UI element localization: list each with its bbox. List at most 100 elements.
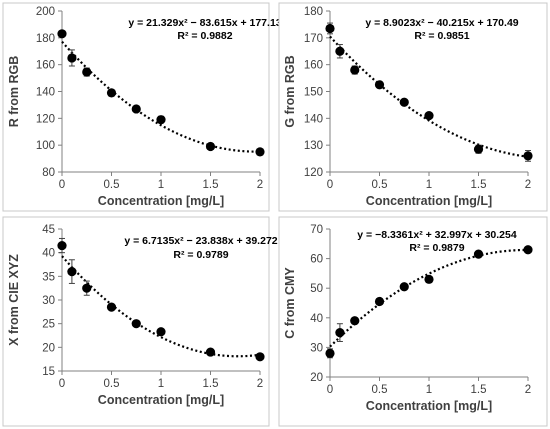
- y-tick-label: 160: [304, 60, 323, 72]
- y-tick-label: 45: [42, 224, 55, 236]
- data-point: [131, 319, 141, 329]
- data-point: [374, 296, 385, 307]
- x-tick-label: 1.5: [203, 378, 219, 390]
- chart-panel-1: 80 100 120 140 160 180 200 0 0.5 1 1.5 2 Concentrati…: [2, 2, 282, 212]
- data-point: [156, 115, 166, 125]
- y-tick-label: 20: [310, 372, 323, 384]
- y-tick-label: 120: [36, 113, 55, 125]
- x-axis-title: Concentration [mg/L]: [366, 399, 492, 413]
- x-axis-title: Concentration [mg/L]: [98, 194, 224, 208]
- data-point: [399, 97, 409, 107]
- data-point: [131, 104, 141, 114]
- data-point: [67, 53, 77, 63]
- data-point: [335, 46, 345, 56]
- data-point: [473, 249, 484, 259]
- data-point: [424, 111, 434, 121]
- y-tick-label: 170: [304, 33, 323, 45]
- y-axis-title: C from CMY: [283, 267, 297, 339]
- y-axis-title: R from RGB: [7, 56, 21, 128]
- data-point: [523, 151, 533, 161]
- chart-panel-4: 20 30 40 50 60 70 0 0.5 1 1.5 2 Concentration [mg/L…: [278, 216, 548, 427]
- fit-curve: [61, 40, 261, 153]
- y-tick-label: 200: [36, 6, 55, 18]
- x-tick-label: 0.5: [104, 378, 120, 390]
- data-point: [106, 302, 117, 312]
- r-squared-label: R² = 0.9879: [409, 242, 464, 254]
- data-point: [106, 88, 117, 98]
- x-axis-title: Concentration [mg/L]: [98, 393, 224, 407]
- data-point: [205, 141, 216, 152]
- r-squared-label: R² = 0.9851: [414, 30, 469, 42]
- data-point: [57, 240, 67, 251]
- x-tick-label: 2: [525, 179, 531, 191]
- y-tick-label: 20: [42, 342, 55, 354]
- y-tick-label: 150: [304, 87, 323, 99]
- data-point: [325, 348, 335, 358]
- data-point: [399, 282, 409, 292]
- x-tick-label: 1.5: [471, 384, 487, 396]
- y-tick-label: 60: [310, 254, 323, 266]
- y-tick-label: 40: [310, 313, 323, 325]
- x-tick-label: 1.5: [203, 179, 219, 191]
- fit-curve: [329, 35, 529, 158]
- data-point: [350, 65, 360, 75]
- data-point: [205, 347, 216, 357]
- x-tick-label: 1: [158, 179, 164, 191]
- chart-panel-3: 15 20 25 30 35 40 45 0 0.5 1 1.5 2 Concentration [mg…: [2, 216, 278, 427]
- y-tick-label: 120: [304, 167, 323, 179]
- y-tick-label: 40: [42, 248, 55, 260]
- data-point: [350, 316, 360, 326]
- data-point: [82, 283, 92, 293]
- data-point: [523, 245, 533, 255]
- x-tick-label: 0: [327, 179, 333, 191]
- x-tick-label: 0.5: [104, 179, 120, 191]
- data-point: [156, 327, 166, 337]
- x-tick-label: 2: [525, 384, 531, 396]
- panel-frame: [278, 2, 548, 212]
- data-point: [325, 23, 335, 34]
- data-point: [374, 80, 385, 90]
- r-squared-label: R² = 0.9882: [177, 30, 232, 42]
- y-tick-label: 100: [36, 140, 55, 152]
- r-squared-label: R² = 0.9789: [173, 249, 228, 261]
- y-tick-label: 30: [310, 342, 323, 354]
- trendline-equation: y = 6.7135x² − 23.838x + 39.272: [124, 235, 277, 247]
- panel-frame: [278, 216, 548, 427]
- y-axis-title: G from RGB: [283, 55, 297, 127]
- y-axis-title: X from CIE XYZ: [7, 254, 21, 346]
- y-tick-label: 140: [304, 113, 323, 125]
- x-tick-label: 2: [257, 179, 263, 191]
- data-point: [255, 352, 265, 362]
- y-tick-label: 30: [42, 295, 55, 307]
- y-tick-label: 50: [310, 283, 323, 295]
- x-tick-label: 1: [426, 384, 432, 396]
- y-tick-label: 130: [304, 140, 323, 152]
- x-tick-label: 1.5: [471, 179, 487, 191]
- trendline-equation: y = 8.9023x² − 40.215x + 170.49: [365, 17, 518, 29]
- y-tick-label: 160: [36, 60, 55, 72]
- x-tick-label: 1: [426, 179, 432, 191]
- x-tick-label: 0.5: [372, 384, 388, 396]
- fit-curve: [61, 255, 261, 358]
- y-tick-label: 80: [42, 167, 55, 179]
- x-tick-label: 0: [327, 384, 333, 396]
- y-tick-label: 15: [42, 366, 55, 378]
- x-tick-label: 0: [59, 378, 65, 390]
- data-point: [67, 267, 77, 277]
- y-tick-label: 180: [36, 33, 55, 45]
- data-point: [473, 144, 484, 154]
- x-tick-label: 1: [158, 378, 164, 390]
- data-point: [57, 29, 67, 39]
- chart-panel-2: 120 130 140 150 160 170 180 0 0.5 1 1.5 2 Concentrat…: [278, 2, 548, 212]
- y-tick-label: 70: [310, 224, 323, 236]
- x-axis-title: Concentration [mg/L]: [366, 194, 492, 208]
- y-tick-label: 25: [42, 319, 55, 331]
- y-tick-label: 180: [304, 6, 323, 18]
- data-point: [424, 274, 434, 284]
- trendline-equation: y = 21.329x² − 83.615x + 177.13: [128, 17, 281, 29]
- data-point: [82, 67, 92, 77]
- x-tick-label: 0: [59, 179, 65, 191]
- y-tick-label: 35: [42, 271, 55, 283]
- x-tick-label: 2: [257, 378, 263, 390]
